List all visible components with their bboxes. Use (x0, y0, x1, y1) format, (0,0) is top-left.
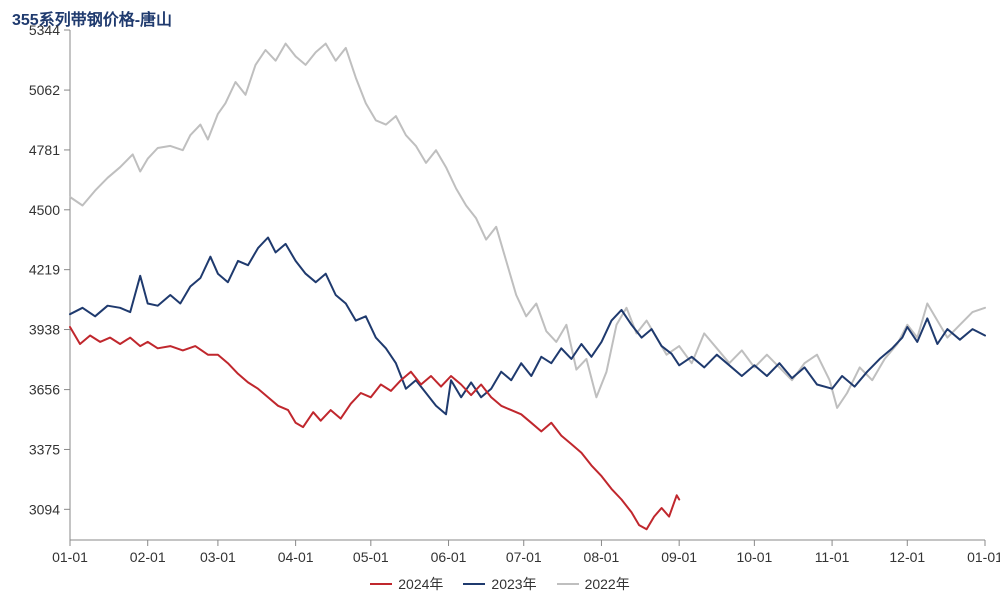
y-tick-label: 5062 (29, 82, 60, 98)
series-line (70, 327, 679, 529)
legend-item: 2023年 (463, 574, 536, 594)
x-tick-label: 06-01 (431, 549, 467, 565)
x-tick-label: 10-01 (736, 549, 772, 565)
series-line (70, 238, 985, 415)
x-tick-label: 03-01 (200, 549, 236, 565)
x-tick-label: 01-01 (52, 549, 88, 565)
legend-item: 2024年 (370, 574, 443, 594)
x-tick-label: 12-01 (889, 549, 925, 565)
legend-swatch (557, 583, 579, 585)
legend-item: 2022年 (557, 574, 630, 594)
x-tick-label: 09-01 (661, 549, 697, 565)
legend-label: 2022年 (585, 574, 630, 594)
y-tick-label: 4781 (29, 142, 60, 158)
x-tick-label: 04-01 (278, 549, 314, 565)
chart-legend: 2024年 2023年 2022年 (0, 572, 1000, 594)
x-tick-label: 11-01 (815, 549, 850, 565)
chart-container: 355系列带钢价格-唐山 309433753656393842194500478… (0, 0, 1000, 600)
y-tick-label: 3938 (29, 322, 60, 338)
y-tick-label: 5344 (29, 22, 60, 38)
x-tick-label: 02-01 (130, 549, 166, 565)
legend-label: 2024年 (398, 574, 443, 594)
y-tick-label: 4219 (29, 262, 60, 278)
y-tick-label: 4500 (29, 202, 60, 218)
x-tick-label: 01-01 (967, 549, 1000, 565)
legend-label: 2023年 (491, 574, 536, 594)
y-tick-label: 3375 (29, 441, 60, 457)
x-tick-label: 05-01 (353, 549, 389, 565)
legend-swatch (370, 583, 392, 585)
x-tick-label: 08-01 (584, 549, 620, 565)
y-tick-label: 3656 (29, 382, 60, 398)
legend-swatch (463, 583, 485, 585)
y-tick-label: 3094 (29, 501, 60, 517)
x-tick-label: 07-01 (506, 549, 542, 565)
line-chart: 3094 3375 3656 3938 4219 4500 4781 5062 5344 01-0… (0, 0, 1000, 600)
